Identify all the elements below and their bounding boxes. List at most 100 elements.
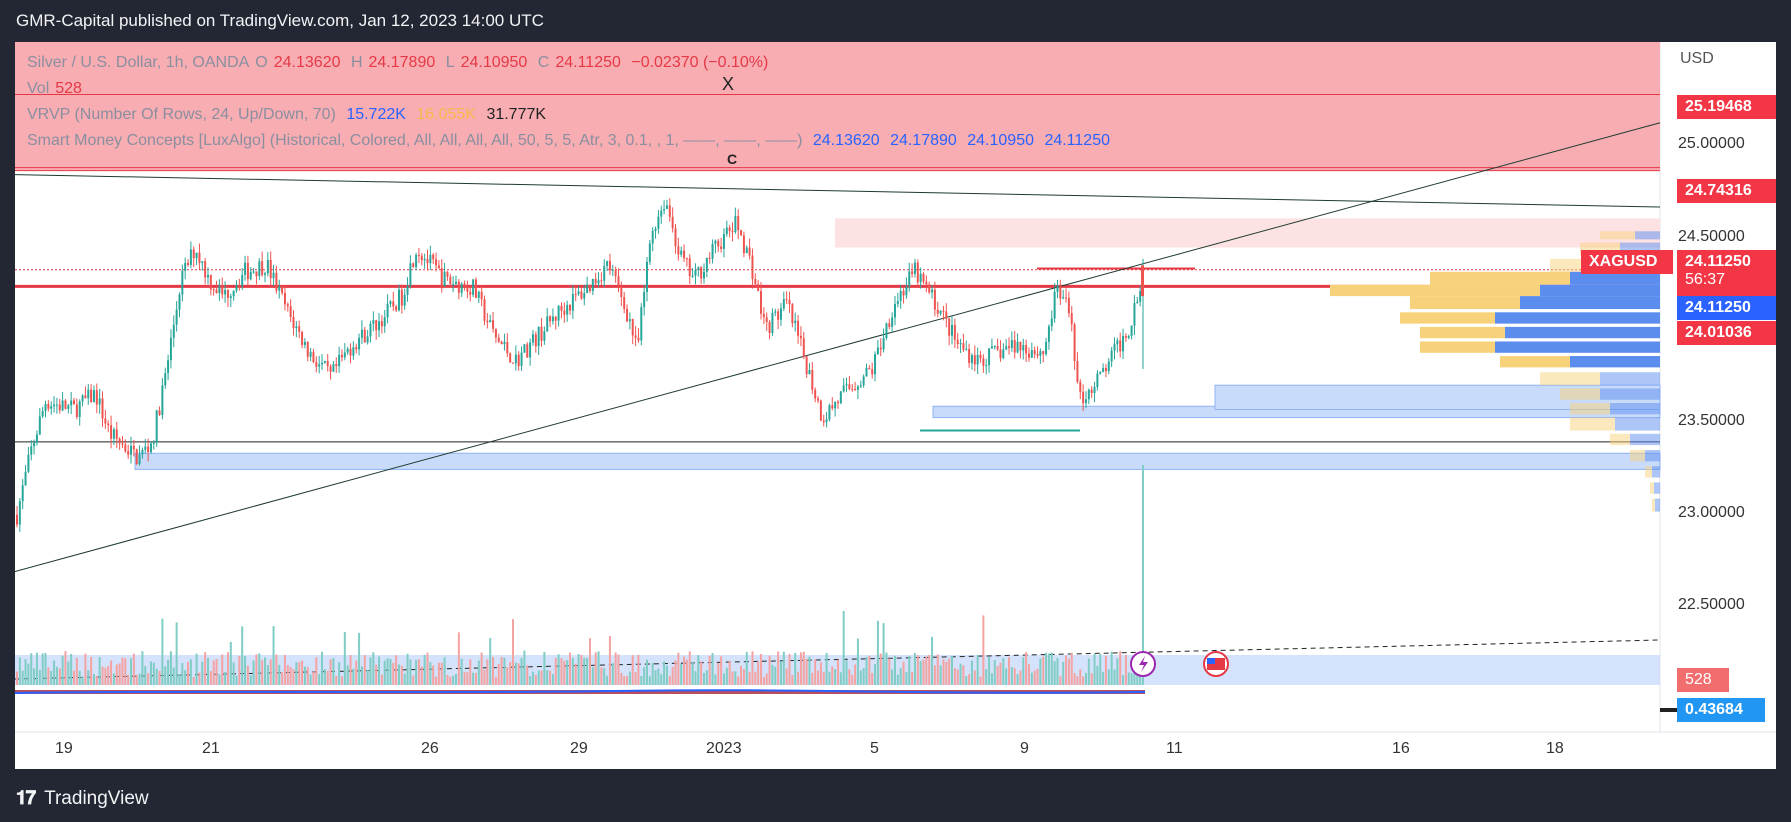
candle-body xyxy=(854,389,857,391)
volume-bar xyxy=(828,671,831,685)
legend-vrvp-row[interactable]: VRVP (Number Of Rows, 24, Up/Down, 70) 1… xyxy=(27,102,1116,128)
volume-profile-up-bar xyxy=(1645,450,1660,462)
candle-body xyxy=(648,243,651,262)
volume-bar xyxy=(184,669,187,685)
volume-bar xyxy=(768,655,771,685)
tradingview-logo-icon[interactable]: 𝟏𝟕 xyxy=(16,788,36,809)
volume-bar xyxy=(571,657,574,685)
candle-body xyxy=(529,342,532,358)
volume-bar xyxy=(124,658,127,685)
volume-bar xyxy=(674,660,677,685)
candle-body xyxy=(922,273,925,282)
volume-bar xyxy=(891,669,894,685)
candle-body xyxy=(1107,361,1110,372)
candle-body xyxy=(152,442,155,444)
volume-bar xyxy=(409,659,412,685)
candle-body xyxy=(908,271,911,287)
candle-body xyxy=(135,449,138,464)
candle-body xyxy=(218,285,221,294)
candle-body xyxy=(543,331,546,341)
volume-bar xyxy=(671,667,674,685)
candle-body xyxy=(506,341,509,354)
candle-body xyxy=(315,362,318,367)
candle-body xyxy=(18,501,21,525)
candle-body xyxy=(124,444,127,452)
legend-volume-row[interactable]: Vol 528 xyxy=(27,76,1116,102)
candle-body xyxy=(397,289,400,311)
candle-body xyxy=(1133,302,1136,326)
legend-symbol[interactable]: Silver / U.S. Dollar, 1h, OANDA xyxy=(27,54,250,71)
volume-bar xyxy=(902,661,905,685)
volume-bar xyxy=(740,665,743,685)
volume-bar xyxy=(594,652,597,685)
volume-bar xyxy=(24,659,27,685)
volume-bar xyxy=(688,651,691,685)
footer-brand[interactable]: TradingView xyxy=(44,788,149,809)
volume-bar xyxy=(1042,656,1045,685)
candle-body xyxy=(1013,340,1016,353)
volume-bar xyxy=(55,666,58,685)
volume-bar xyxy=(241,626,244,685)
candle-body xyxy=(500,341,503,345)
volume-bar xyxy=(851,674,854,685)
candle-body xyxy=(383,317,386,327)
volume-profile-down-bar xyxy=(1610,433,1630,446)
candle-body xyxy=(343,352,346,358)
volume-bar xyxy=(680,664,683,685)
volume-bar xyxy=(606,675,609,685)
candle-body xyxy=(349,348,352,356)
support-price-tag: 24.01036 xyxy=(1677,321,1776,345)
volume-bar xyxy=(343,631,346,685)
candle-body xyxy=(255,271,258,277)
volume-profile-down-bar xyxy=(1400,312,1495,324)
chart-area[interactable]: Silver / U.S. Dollar, 1h, OANDA O 24.13620… xyxy=(15,42,1776,769)
candle-body xyxy=(939,310,942,314)
candle-body xyxy=(534,334,537,347)
volume-bar xyxy=(406,653,409,685)
candle-body xyxy=(206,274,209,278)
candle-body xyxy=(1136,301,1139,303)
volume-bar xyxy=(480,652,483,685)
candle-body xyxy=(249,271,252,280)
volume-bar xyxy=(135,674,138,685)
price-chart[interactable] xyxy=(15,42,1776,769)
candle-body xyxy=(226,290,229,298)
volume-bar xyxy=(415,659,418,685)
volume-bar xyxy=(395,655,398,685)
legend-ohlc-row[interactable]: Silver / U.S. Dollar, 1h, OANDA O 24.13620… xyxy=(27,50,1116,76)
legend-smc-row[interactable]: Smart Money Concepts [LuxAlgo] (Historic… xyxy=(27,128,1116,154)
volume-bar xyxy=(1070,653,1073,685)
volume-bar xyxy=(64,651,67,685)
candle-body xyxy=(323,361,326,363)
candle-body xyxy=(238,284,241,287)
candle-body xyxy=(53,404,56,407)
volume-bar xyxy=(132,653,135,685)
volume-bar xyxy=(640,676,643,685)
volume-bar xyxy=(526,665,529,685)
volume-bar xyxy=(420,666,423,685)
volume-bar xyxy=(916,655,919,685)
candle-body xyxy=(517,354,520,367)
volume-bar xyxy=(47,667,50,685)
volume-bar xyxy=(1082,676,1085,685)
candle-body xyxy=(566,304,569,315)
candle-body xyxy=(617,276,620,286)
volume-bar xyxy=(446,674,449,685)
volume-bar xyxy=(797,671,800,685)
candle-body xyxy=(805,356,808,375)
volume-bar xyxy=(358,632,361,685)
candle-body xyxy=(466,286,469,292)
candle-body xyxy=(985,365,988,367)
candle-body xyxy=(289,306,292,317)
volume-bar xyxy=(643,667,646,685)
candle-body xyxy=(144,446,147,450)
volume-bar xyxy=(169,651,172,685)
volume-bar xyxy=(281,671,284,685)
bearish-order-block xyxy=(835,218,1660,248)
volume-bar xyxy=(278,664,281,685)
volume-bar xyxy=(534,674,537,685)
time-axis[interactable]: 19 21 26 29 2023 5 9 11 16 18 xyxy=(15,740,1655,764)
candle-body xyxy=(1042,351,1045,355)
volume-bar xyxy=(101,666,104,685)
candle-body xyxy=(161,385,164,416)
